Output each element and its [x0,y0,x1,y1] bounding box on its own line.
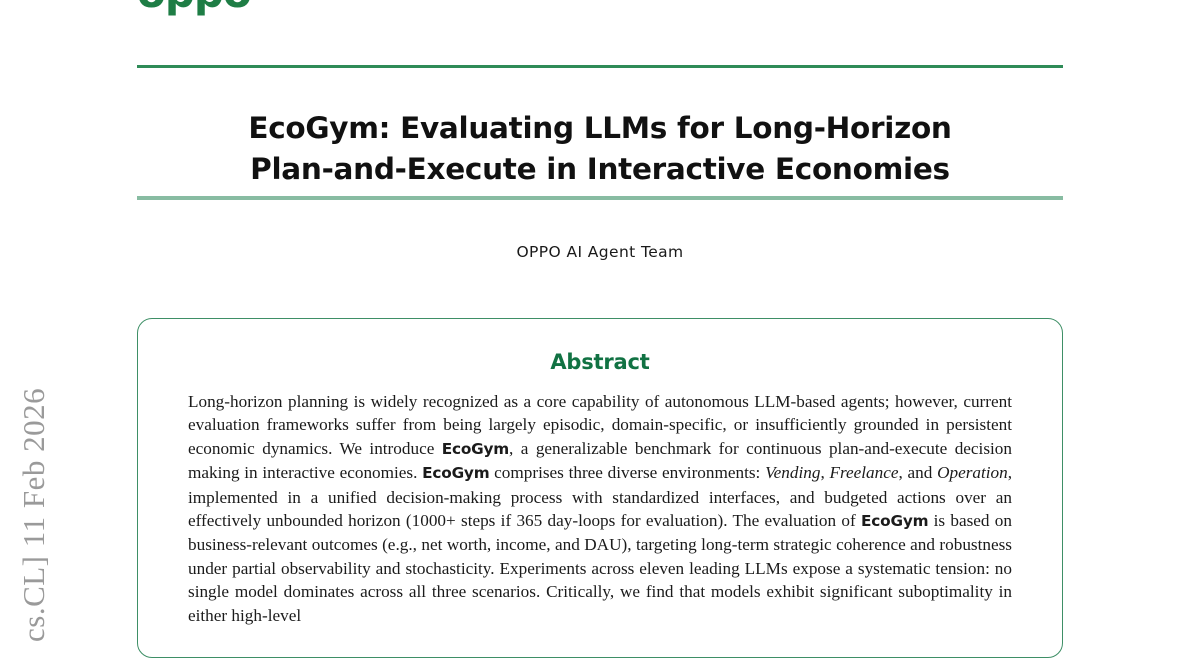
page-title-line-1: EcoGym: Evaluating LLMs for Long-Horizon [248,110,952,145]
abstract-env-vending: Vending [765,463,821,483]
abstract-body: Long-horizon planning is widely recogniz… [188,390,1012,627]
abstract-box: Abstract Long-horizon planning is widely… [137,318,1063,658]
page-title-line-2: Plan-and-Execute in Interactive Economie… [250,151,950,186]
abstract-text-6: , implemented in a unified decision-maki… [188,463,1013,531]
abstract-text-1: Long-horizon planning is widely recogniz… [188,392,1012,458]
oppo-logo: oppo [137,0,251,16]
oppo-logo-text: oppo [137,0,251,16]
abstract-env-operation: Operation [937,463,1008,483]
abstract-env-freelance: Freelance [829,463,899,483]
abstract-brand-1: EcoGym [441,439,510,458]
author-line: OPPO AI Agent Team [516,243,684,261]
header-rule-bottom [137,196,1063,200]
abstract-text-4: , [820,463,830,483]
abstract-brand-3: EcoGym [861,512,929,531]
arxiv-stamp: cs.CL] 11 Feb 2026 [0,0,72,648]
abstract-text-2: , a generalizable benchmark for continuo… [188,438,1012,483]
abstract-heading: Abstract [550,350,650,374]
header-rule-top [137,65,1063,68]
abstract-text-7: is based on business-relevant outcomes (… [188,511,1012,625]
arxiv-stamp-text: cs.CL] 11 Feb 2026 [16,387,51,642]
paper-page: oppo EcoGym: Evaluating LLMs for Long-Ho… [137,0,1064,658]
page-title: EcoGym: Evaluating LLMs for Long-Horizon… [137,108,1063,190]
abstract-brand-2: EcoGym [422,464,490,483]
abstract-text-5: , and [898,463,938,483]
abstract-text-3: comprises three diverse environments: [489,463,766,483]
